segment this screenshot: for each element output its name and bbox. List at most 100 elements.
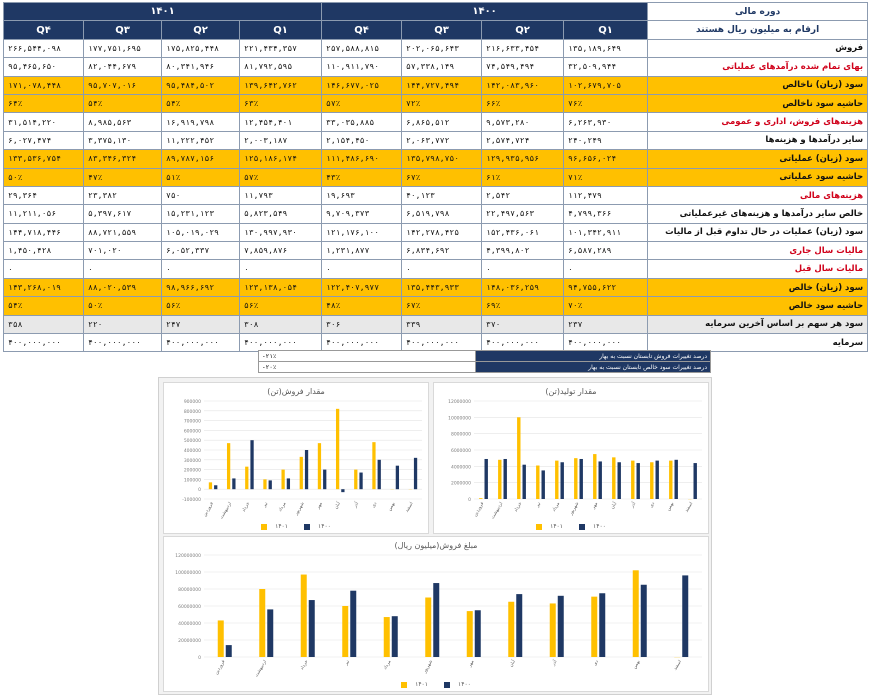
table-cell: ۴۳٪ (322, 168, 402, 186)
x-tick-label: خرداد (300, 659, 310, 671)
table-cell: ۱۲۱,۱۷۶,۱۰۰ (322, 223, 402, 241)
legend-swatch (304, 524, 310, 530)
y-tick-label: 10000000 (448, 415, 471, 421)
y-tick-label: 40000000 (178, 621, 201, 627)
table-cell: ۵۶٪ (240, 297, 322, 315)
bar-1400 (305, 450, 308, 489)
table-cell: ۰ (564, 260, 648, 278)
table-cell: ۱۳۰,۹۹۷,۹۳۰ (240, 223, 322, 241)
bar-1400 (392, 616, 398, 657)
table-cell: ۱۱۰,۹۱۱,۷۹۰ (322, 58, 402, 76)
x-tick-label: اردیبهشت (254, 660, 268, 679)
x-tick-label: شهریور (568, 501, 580, 517)
x-tick-label: آذر (629, 500, 638, 509)
table-cell: ۶,۵۸۷,۲۸۹ (564, 242, 648, 260)
table-cell: ۷۵۰ (162, 186, 240, 204)
table-cell: ۱۲۹,۹۳۵,۹۵۶ (482, 150, 564, 168)
bar-1400 (433, 583, 439, 657)
x-tick-label: اسفند (405, 502, 415, 514)
bar-1400 (287, 478, 290, 489)
bar-1401 (555, 461, 558, 499)
table-cell: ۲۱۶,۶۳۳,۴۵۴ (482, 39, 564, 57)
table-cell: ۱,۲۳۱,۸۷۷ (322, 242, 402, 260)
bar-1401 (498, 460, 501, 499)
bar-1401 (318, 443, 321, 489)
table-cell: ۱۷۷,۷۵۱,۶۹۵ (84, 39, 162, 57)
legend-label: ۱۴۰۰ (458, 681, 471, 688)
chart-svg: 9000008000007000006000005000004000003000… (164, 383, 428, 533)
table-cell: ۳۵۸ (4, 315, 84, 333)
y-tick-label: 900000 (184, 399, 201, 405)
table-cell: ۰ (84, 260, 162, 278)
x-tick-label: خرداد (242, 501, 252, 513)
bar-1400 (558, 596, 564, 657)
bar-1401 (301, 575, 307, 657)
table-cell: ۴۷٪ (84, 168, 162, 186)
change-label: درصد تغییرات فروش تابستان نسبت به بهار (476, 351, 711, 362)
quarter-header: Q۳ (402, 21, 482, 39)
bar-1400 (675, 460, 678, 499)
y-tick-label: 6000000 (451, 448, 471, 454)
x-tick-label: فروردین (214, 660, 226, 676)
y-tick-label: 80000000 (178, 587, 201, 593)
table-cell: ۶۴٪ (4, 94, 84, 112)
legend-label: ۱۴۰۱ (275, 523, 288, 530)
bar-1400 (641, 585, 647, 657)
table-cell: ۳۳,۰۳۵,۸۸۵ (322, 113, 402, 131)
table-cell: ۱۴۲,۲۷۸,۴۲۵ (402, 223, 482, 241)
table-cell: ۶,۸۶۵,۵۱۲ (402, 113, 482, 131)
row-label: حاشیه سود عملیاتی (648, 168, 868, 186)
x-tick-label: دی (371, 502, 378, 509)
y-tick-label: 0 (198, 487, 201, 493)
bar-1401 (508, 602, 514, 657)
y-tick-label: 600000 (184, 428, 201, 434)
period-label: دوره مالی (648, 3, 868, 21)
row-label: سود (زیان) ناخالص (648, 76, 868, 94)
x-tick-label: آبان (508, 658, 517, 668)
table-cell: ۱۳۵,۱۸۹,۶۴۹ (564, 39, 648, 57)
bar-1400 (323, 470, 326, 490)
x-tick-label: آبان (609, 500, 618, 510)
year-header: ۱۴۰۰ (322, 3, 648, 21)
table-cell: ۸۹,۷۸۷,۱۵۶ (162, 150, 240, 168)
bar-1401 (259, 589, 265, 657)
table-cell: ۱۱۲,۴۷۹ (564, 186, 648, 204)
bar-1401 (245, 467, 248, 490)
table-cell: ۹۵,۴۸۴,۵۰۲ (162, 76, 240, 94)
x-tick-label: مهر (316, 501, 325, 511)
table-cell: ۱۲۳,۱۳۸,۰۵۴ (240, 278, 322, 296)
y-tick-label: 60000000 (178, 604, 201, 610)
bar-1400 (269, 480, 272, 489)
bar-1401 (209, 482, 212, 489)
bar-1401 (669, 461, 672, 499)
x-tick-label: تیر (535, 501, 543, 509)
table-cell: ۱۴۸,۰۳۶,۲۵۹ (482, 278, 564, 296)
table-cell: ۳۰۶ (322, 315, 402, 333)
x-tick-label: اردیبهشت (219, 502, 233, 521)
legend-label: ۱۴۰۱ (550, 523, 563, 530)
bar-1400 (637, 463, 640, 499)
row-label: حاشیه سود ناخالص (648, 94, 868, 112)
x-tick-label: تیر (344, 659, 352, 667)
y-tick-label: 300000 (184, 458, 201, 464)
table-cell: ۱۶,۹۱۹,۷۹۸ (162, 113, 240, 131)
table-cell: ۰ (322, 260, 402, 278)
x-tick-label: بهمن (632, 660, 641, 671)
bar-1400 (414, 458, 417, 489)
table-cell: ۱۴۴,۷۱۸,۴۴۶ (4, 223, 84, 241)
table-cell: ۲۳۷ (564, 315, 648, 333)
table-cell: ۷۰۱,۰۲۰ (84, 242, 162, 260)
bar-1400 (309, 600, 315, 657)
x-tick-label: اردیبهشت (491, 502, 505, 521)
y-tick-label: 8000000 (451, 432, 471, 438)
bar-1401 (218, 620, 224, 657)
bar-1401 (517, 417, 520, 499)
change-row: -۲۰٪درصد تغییرات سود خالص تابستان نسبت ب… (259, 362, 711, 373)
